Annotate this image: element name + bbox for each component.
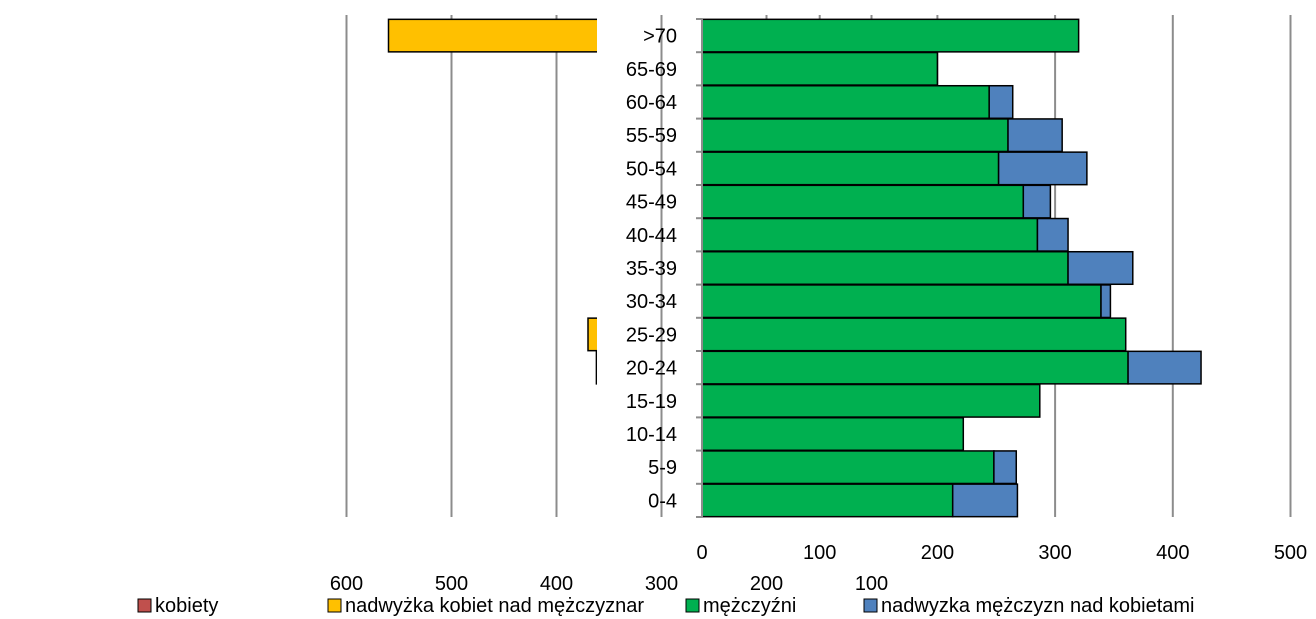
left-x-tick-label: 600 xyxy=(330,573,363,595)
category-label: 35-39 xyxy=(626,258,677,280)
kobiety-bar xyxy=(595,350,597,385)
category-label: 65-69 xyxy=(626,59,677,81)
nadwyzka-mezczyzn-bar xyxy=(951,483,1019,518)
legend-label: nadwyzka mężczyzn nad kobietami xyxy=(881,595,1194,617)
nadwyzka-mezczyzn-bar xyxy=(1007,118,1063,153)
mezczyzni-bar xyxy=(701,84,990,120)
right-x-tick-labels: 0 100 200 300 400 500 xyxy=(696,542,1307,564)
right-x-tick-label: 500 xyxy=(1274,542,1307,564)
left-x-tick-label: 300 xyxy=(645,573,678,595)
nadwyzka-kobiet-bar xyxy=(387,18,597,53)
left-x-tick-label: 100 xyxy=(855,573,888,595)
left-panel-bars xyxy=(387,18,597,385)
category-label: 50-54 xyxy=(626,158,677,180)
mezczyzni-bar xyxy=(701,416,965,452)
mezczyzni-bar xyxy=(701,250,1069,286)
category-label: 15-19 xyxy=(626,391,677,413)
right-x-tick-label: 200 xyxy=(921,542,954,564)
mezczyzni-bar xyxy=(701,284,1102,319)
right-x-tick-label: 0 xyxy=(696,542,707,564)
mezczyzni-bar xyxy=(701,450,995,485)
category-label: 0-4 xyxy=(648,490,677,512)
mezczyzni-bar xyxy=(701,151,1000,186)
category-label: 25-29 xyxy=(626,324,677,346)
legend: kobiety nadwyżka kobiet nad mężczyznar męż… xyxy=(137,595,1194,617)
left-x-tick-labels: 600 500 400 300 200 100 xyxy=(330,573,888,595)
category-label: 60-64 xyxy=(626,92,677,114)
category-label: 10-14 xyxy=(626,424,677,446)
legend-swatch xyxy=(327,598,342,613)
right-x-tick-label: 100 xyxy=(803,542,836,564)
legend-label: nadwyżka kobiet nad mężczyznar xyxy=(345,595,644,617)
legend-swatch xyxy=(137,598,152,613)
nadwyzka-kobiet-bar xyxy=(587,317,597,352)
mezczyzni-bar xyxy=(701,350,1129,385)
category-label: >70 xyxy=(643,26,677,48)
category-label: 20-24 xyxy=(626,358,677,380)
nadwyzka-mezczyzn-bar xyxy=(1127,350,1202,385)
category-label: 45-49 xyxy=(626,192,677,214)
mezczyzni-bar xyxy=(701,217,1039,252)
left-x-tick-label: 400 xyxy=(540,573,573,595)
legend-swatch xyxy=(685,598,700,613)
left-x-tick-label: 500 xyxy=(435,573,468,595)
nadwyzka-mezczyzn-bar xyxy=(1100,284,1112,319)
mezczyzni-bar xyxy=(701,51,939,86)
nadwyzka-mezczyzn-bar xyxy=(993,450,1018,485)
nadwyzka-mezczyzn-bar xyxy=(1022,184,1052,219)
legend-label: mężczyźni xyxy=(703,595,796,617)
right-x-tick-label: 400 xyxy=(1156,542,1189,564)
right-x-tick-label: 300 xyxy=(1038,542,1071,564)
right-panel-bars xyxy=(696,18,1202,518)
category-labels: 0-4 5-9 10-14 15-19 20-24 25-29 30-34 35-39 40-4… xyxy=(626,26,677,513)
mezczyzni-bar xyxy=(701,383,1041,418)
legend-label: kobiety xyxy=(155,595,218,617)
category-label: 55-59 xyxy=(626,125,677,147)
category-label: 30-34 xyxy=(626,291,677,313)
nadwyzka-mezczyzn-bar xyxy=(1067,250,1134,286)
mezczyzni-bar xyxy=(701,317,1127,352)
nadwyzka-mezczyzn-bar xyxy=(997,151,1088,186)
mezczyzni-bar xyxy=(701,18,1080,53)
left-x-tick-label: 200 xyxy=(750,573,783,595)
nadwyzka-mezczyzn-bar xyxy=(1036,217,1069,252)
category-label: 5-9 xyxy=(648,457,677,479)
mezczyzni-bar xyxy=(701,184,1025,219)
mezczyzni-bar xyxy=(701,483,954,518)
mezczyzni-bar xyxy=(701,118,1009,153)
legend-swatch xyxy=(863,598,878,613)
nadwyzka-mezczyzn-bar xyxy=(988,84,1014,120)
category-label: 40-44 xyxy=(626,225,677,247)
